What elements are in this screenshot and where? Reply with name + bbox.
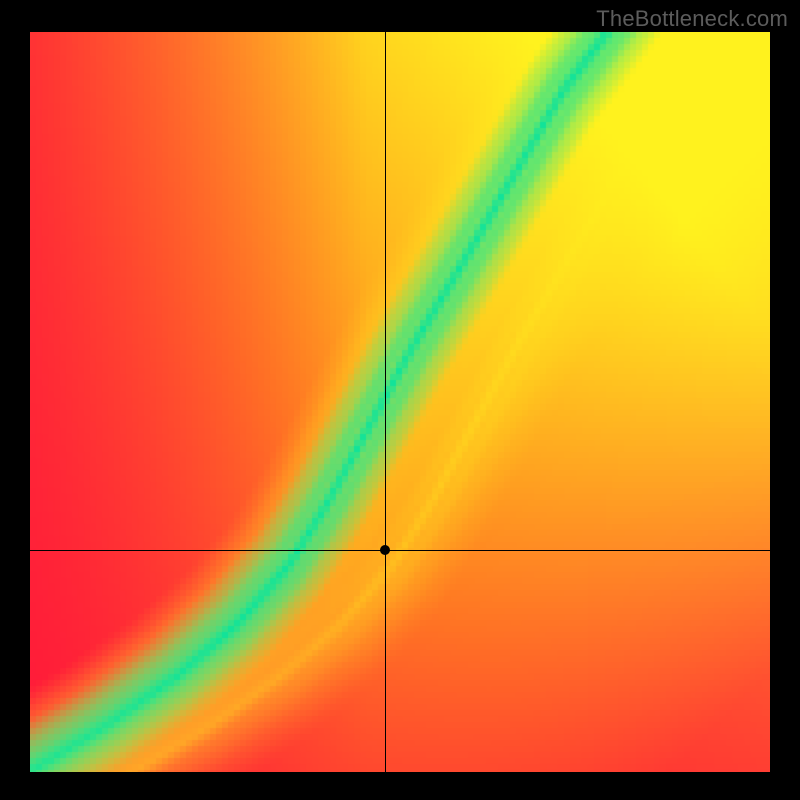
crosshair-horizontal [30, 550, 770, 551]
watermark-text: TheBottleneck.com [596, 6, 788, 32]
heatmap-canvas [30, 32, 770, 772]
heatmap-plot [30, 32, 770, 772]
crosshair-marker [380, 545, 390, 555]
crosshair-vertical [385, 32, 386, 772]
chart-container: TheBottleneck.com [0, 0, 800, 800]
